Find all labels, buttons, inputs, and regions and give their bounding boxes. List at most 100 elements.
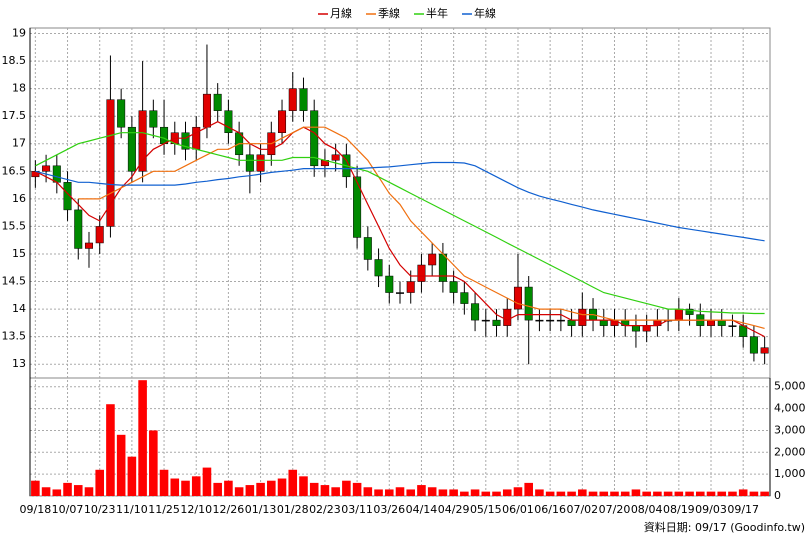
x-tick-label: 01/13 bbox=[245, 503, 277, 516]
candle-body bbox=[52, 165, 61, 183]
volume-bar bbox=[535, 489, 544, 496]
volume-bar bbox=[556, 491, 566, 496]
volume-bar bbox=[63, 482, 72, 496]
volume-bar bbox=[106, 404, 115, 496]
y2-tick-label: 4,000 bbox=[774, 402, 806, 415]
volume-bar bbox=[277, 478, 287, 496]
candle-body bbox=[460, 292, 469, 304]
candle-body bbox=[117, 99, 126, 128]
volume-bar bbox=[234, 487, 244, 496]
y-tick-label: 14.5 bbox=[2, 275, 27, 288]
volume-bar bbox=[438, 489, 448, 496]
candle-body bbox=[74, 209, 83, 249]
candle-body bbox=[749, 336, 758, 354]
volume-bar bbox=[728, 491, 737, 496]
volume-bar bbox=[224, 480, 233, 496]
x-tick-label: 09/03 bbox=[695, 503, 727, 516]
candle-body bbox=[481, 319, 490, 322]
candle-body bbox=[492, 319, 501, 326]
x-tick-label: 04/29 bbox=[438, 503, 470, 516]
ma-line bbox=[35, 132, 765, 315]
volume-bar bbox=[31, 480, 40, 496]
volume-bar bbox=[202, 467, 212, 496]
volume-bar bbox=[417, 485, 426, 496]
x-tick-label: 01/28 bbox=[277, 503, 309, 516]
candle-body bbox=[503, 308, 512, 326]
volume-bar bbox=[749, 491, 759, 496]
volume-bar bbox=[620, 491, 630, 496]
candle-body bbox=[728, 325, 737, 327]
y-tick-label: 18.5 bbox=[2, 54, 27, 67]
candle-body bbox=[642, 325, 651, 332]
volume-bar bbox=[213, 482, 222, 496]
candle-body bbox=[524, 286, 533, 321]
ma-line bbox=[35, 121, 765, 338]
x-tick-label: 11/10 bbox=[116, 503, 148, 516]
y2-tick-label: 5,000 bbox=[774, 380, 806, 393]
volume-bar bbox=[663, 491, 673, 496]
candle-body bbox=[363, 237, 372, 260]
volume-bar bbox=[149, 430, 158, 496]
volume-bar bbox=[524, 482, 533, 496]
candle-body bbox=[449, 281, 458, 293]
volume-bar bbox=[502, 489, 512, 496]
volume-bar bbox=[567, 491, 576, 496]
y-tick-label: 15.5 bbox=[2, 219, 27, 232]
volume-bar bbox=[127, 456, 137, 496]
candle-body bbox=[31, 171, 40, 178]
candle-body bbox=[42, 165, 51, 172]
volume-bar bbox=[470, 489, 480, 496]
candle-body bbox=[106, 99, 115, 227]
legend-label: 季線 bbox=[378, 6, 400, 20]
volume-bar bbox=[309, 482, 319, 496]
candle-body bbox=[138, 110, 147, 172]
x-tick-label: 05/15 bbox=[470, 503, 502, 516]
y-tick-label: 18 bbox=[12, 82, 26, 95]
volume-bar bbox=[653, 491, 662, 496]
volume-bar bbox=[116, 434, 126, 496]
candle-body bbox=[84, 242, 93, 249]
candle-body bbox=[717, 319, 726, 326]
x-tick-label: 09/17 bbox=[727, 503, 759, 516]
volume-bar bbox=[352, 482, 362, 496]
ma-line bbox=[35, 161, 765, 242]
x-tick-label: 03/26 bbox=[373, 503, 405, 516]
candle-body bbox=[535, 319, 544, 322]
x-tick-label: 07/20 bbox=[599, 503, 631, 516]
volume-bar bbox=[299, 476, 308, 496]
volume-bar bbox=[599, 491, 609, 496]
candle-body bbox=[578, 308, 587, 326]
legend-label: 月線 bbox=[330, 6, 352, 20]
volume-bar bbox=[320, 485, 330, 496]
volume-bar bbox=[610, 491, 619, 496]
candle-body bbox=[631, 325, 640, 332]
candle-body bbox=[278, 110, 287, 133]
volume-bar bbox=[288, 469, 298, 496]
volume-bar bbox=[363, 487, 373, 496]
candle-body bbox=[385, 275, 394, 293]
y-tick-label: 17 bbox=[12, 137, 26, 150]
legend-label: 半年 bbox=[426, 6, 448, 20]
volume-bar bbox=[685, 491, 694, 496]
candle-body bbox=[471, 303, 480, 321]
volume-bar bbox=[696, 491, 705, 496]
candle-body bbox=[556, 319, 565, 322]
y-tick-label: 16 bbox=[12, 192, 26, 205]
x-tick-label: 06/01 bbox=[502, 503, 534, 516]
volume-bar bbox=[717, 491, 727, 496]
candle-body bbox=[299, 88, 308, 111]
candle-body bbox=[213, 93, 222, 111]
volume-bar bbox=[449, 489, 458, 496]
volume-bar bbox=[760, 491, 769, 496]
candle-body bbox=[63, 182, 72, 211]
volume-bar bbox=[41, 487, 51, 496]
y-tick-label: 13 bbox=[12, 357, 26, 370]
x-tick-label: 08/19 bbox=[663, 503, 695, 516]
y-tick-label: 14 bbox=[12, 302, 26, 315]
x-tick-label: 06/16 bbox=[534, 503, 566, 516]
volume-bar bbox=[631, 489, 641, 496]
candle-body bbox=[674, 308, 683, 321]
candle-body bbox=[353, 176, 362, 238]
volume-bar bbox=[395, 487, 405, 496]
y2-tick-label: 3,000 bbox=[774, 423, 806, 436]
